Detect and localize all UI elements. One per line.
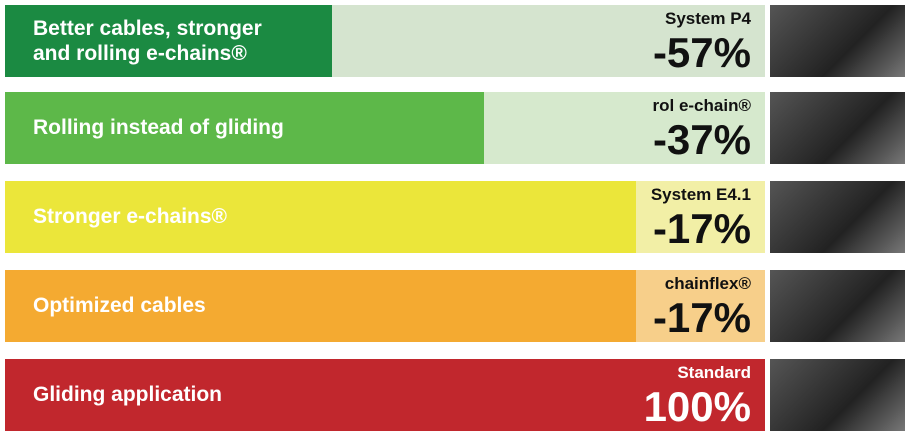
row: Optimized cables chainflex® -17%	[5, 270, 765, 342]
annotation: Standard	[677, 363, 751, 382]
bar	[5, 92, 484, 164]
bar	[5, 5, 332, 77]
bar	[5, 359, 765, 431]
product-image	[770, 181, 905, 253]
bar	[5, 270, 636, 342]
product-image	[770, 5, 905, 77]
value-label: -57%	[652, 29, 751, 76]
bar	[5, 181, 636, 253]
product-image	[770, 92, 905, 164]
value-label: -17%	[652, 294, 751, 341]
product-image	[770, 270, 905, 342]
annotation: System P4	[665, 9, 751, 28]
row: Better cables, stronger and rolling e-ch…	[5, 5, 765, 77]
value-label: 100%	[643, 383, 751, 430]
value-label: -37%	[652, 116, 751, 163]
category-label: Better cables, stronger and rolling e-ch…	[33, 16, 262, 65]
category-label: Rolling instead of gliding	[33, 116, 284, 140]
value-label: -17%	[652, 205, 751, 252]
annotation: System E4.1	[650, 185, 751, 204]
category-label: Optimized cables	[33, 294, 206, 318]
row: Stronger e-chains® System E4.1 -17%	[5, 181, 765, 253]
annotation: rol e-chain®	[652, 96, 752, 115]
category-label: Gliding application	[33, 383, 222, 407]
category-label: Stronger e-chains®	[33, 205, 228, 229]
row: Rolling instead of gliding rol e-chain® -3…	[5, 92, 765, 164]
row: Gliding application Standard 100%	[5, 359, 765, 431]
product-image	[770, 359, 905, 431]
annotation: chainflex®	[664, 274, 751, 293]
